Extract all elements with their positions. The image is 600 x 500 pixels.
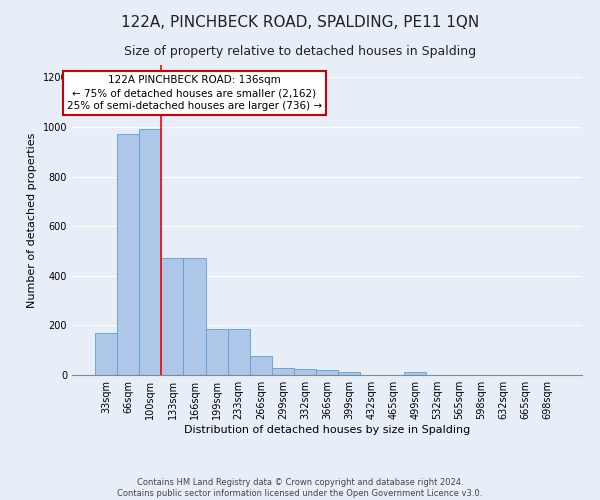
Y-axis label: Number of detached properties: Number of detached properties <box>27 132 37 308</box>
Bar <box>404 372 427 375</box>
Bar <box>206 329 227 375</box>
Bar <box>338 372 360 375</box>
Bar <box>139 130 161 375</box>
Bar <box>316 370 338 375</box>
Text: 122A PINCHBECK ROAD: 136sqm
← 75% of detached houses are smaller (2,162)
25% of : 122A PINCHBECK ROAD: 136sqm ← 75% of det… <box>67 75 322 112</box>
Bar <box>250 356 272 375</box>
Bar <box>117 134 139 375</box>
Text: Size of property relative to detached houses in Spalding: Size of property relative to detached ho… <box>124 45 476 58</box>
X-axis label: Distribution of detached houses by size in Spalding: Distribution of detached houses by size … <box>184 425 470 435</box>
Bar <box>294 369 316 375</box>
Bar <box>95 333 117 375</box>
Text: Contains HM Land Registry data © Crown copyright and database right 2024.
Contai: Contains HM Land Registry data © Crown c… <box>118 478 482 498</box>
Bar <box>161 258 184 375</box>
Bar <box>227 329 250 375</box>
Bar <box>272 368 294 375</box>
Bar <box>184 258 206 375</box>
Text: 122A, PINCHBECK ROAD, SPALDING, PE11 1QN: 122A, PINCHBECK ROAD, SPALDING, PE11 1QN <box>121 15 479 30</box>
